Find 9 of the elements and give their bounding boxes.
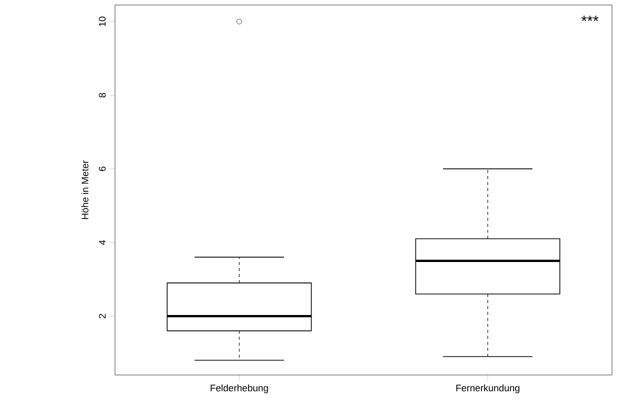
y-tick-label: 4: [99, 240, 106, 245]
x-tick-label: Fernerkundung: [456, 384, 520, 394]
y-tick-label: 8: [98, 92, 106, 98]
annotation: ***: [581, 16, 598, 22]
y-tick-label: 10: [98, 16, 106, 26]
y-axis-title: Höhe in Meter: [81, 160, 88, 220]
x-tick-label: Felderhebung: [210, 384, 268, 394]
y-tick-label: 6: [98, 166, 106, 171]
y-tick-label: 2: [98, 314, 106, 318]
